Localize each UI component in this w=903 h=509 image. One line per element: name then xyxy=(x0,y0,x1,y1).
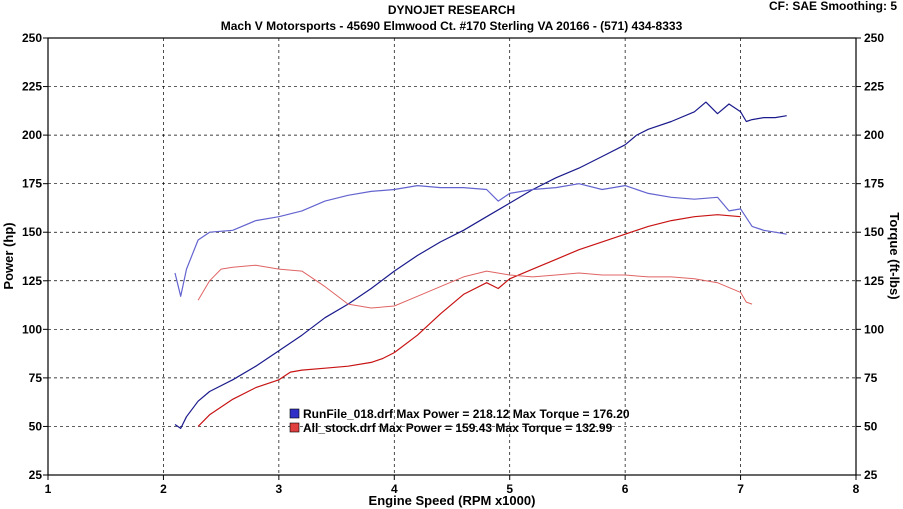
y-tick-label-right: 150 xyxy=(864,225,884,239)
y-tick-label-right: 50 xyxy=(864,419,878,433)
series-line-runfile-018-drf-power xyxy=(174,101,787,429)
y-tick-label-left: 225 xyxy=(22,80,42,94)
y-tick-label-right: 225 xyxy=(864,80,884,94)
x-axis-label: Engine Speed (RPM x1000) xyxy=(369,493,536,508)
legend-swatch-runfile xyxy=(289,408,300,419)
y-tick-label-left: 50 xyxy=(29,419,43,433)
y-tick-label-left: 25 xyxy=(29,468,43,482)
legend: RunFile_018.drf Max Power = 218.12 Max T… xyxy=(289,407,630,435)
y-tick-label-left: 200 xyxy=(22,128,42,142)
y-tick-label-left: 175 xyxy=(22,177,42,191)
y-tick-label-right: 175 xyxy=(864,177,884,191)
settings-label: CF: SAE Smoothing: 5 xyxy=(769,0,897,13)
series-lines xyxy=(174,101,787,429)
tick-labels: 1 2 3 4 5 6 7 8 25 25 50 50 75 75 100 100 125 125 150 150 17… xyxy=(22,31,884,496)
y-tick-label-right: 200 xyxy=(864,128,884,142)
y-tick-label-right: 25 xyxy=(864,468,878,482)
legend-swatch-stock xyxy=(289,422,300,433)
y-tick-label-right: 100 xyxy=(864,322,884,336)
y-tick-label-left: 150 xyxy=(22,225,42,239)
x-tick-label: 7 xyxy=(737,482,744,496)
grid xyxy=(43,37,861,480)
x-tick-label: 3 xyxy=(276,482,283,496)
y-tick-label-left: 250 xyxy=(22,31,42,45)
chart-title: DYNOJET RESEARCH xyxy=(387,3,516,17)
legend-entry-stock: All_stock.drf Max Power = 159.43 Max Tor… xyxy=(303,421,613,435)
y-tick-label-left: 100 xyxy=(22,322,42,336)
legend-entry-runfile: RunFile_018.drf Max Power = 218.12 Max T… xyxy=(303,407,630,421)
y-tick-label-right: 125 xyxy=(864,274,884,288)
series-line-all-stock-drf-torque xyxy=(197,264,753,309)
chart-subtitle: Mach V Motorsports - 45690 Elmwood Ct. #… xyxy=(220,19,683,33)
y-tick-label-right: 75 xyxy=(864,371,878,385)
series-line-runfile-018-drf-torque xyxy=(174,183,787,297)
x-tick-label: 4 xyxy=(391,482,398,496)
x-tick-label: 5 xyxy=(506,482,513,496)
y-tick-label-left: 75 xyxy=(29,371,43,385)
x-tick-label: 2 xyxy=(160,482,167,496)
x-tick-label: 6 xyxy=(622,482,629,496)
y-axis-label-right: Torque (ft-lbs) xyxy=(887,212,902,299)
y-tick-label-left: 125 xyxy=(22,274,42,288)
y-tick-label-right: 250 xyxy=(864,31,884,45)
series-line-all-stock-drf-power xyxy=(197,214,741,427)
x-tick-label: 1 xyxy=(45,482,52,496)
y-axis-label-left: Power (hp) xyxy=(1,222,16,289)
x-tick-label: 8 xyxy=(853,482,860,496)
